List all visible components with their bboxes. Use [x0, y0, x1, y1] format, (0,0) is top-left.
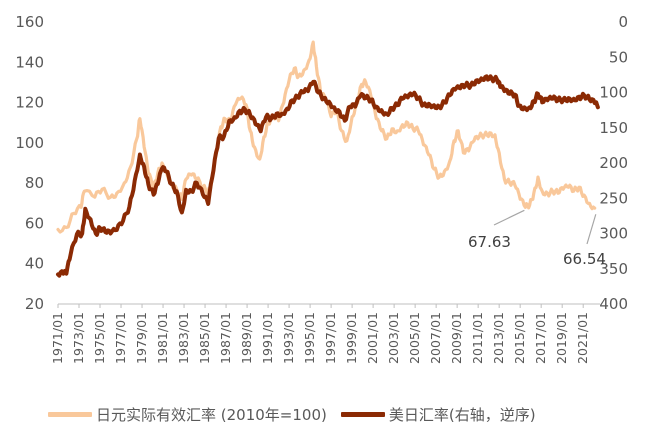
left-tick-label: 120 [15, 94, 44, 112]
annotation-label-66-54: 66.54 [563, 250, 606, 268]
right-tick-label: 150 [599, 119, 628, 137]
x-tick-label: 1977/01 [113, 312, 128, 364]
legend-swatch-jpy-reer [48, 411, 92, 417]
left-tick-label: 140 [15, 53, 44, 71]
x-tick-label: 1995/01 [302, 312, 317, 364]
x-tick-label: 2005/01 [407, 312, 422, 364]
right-tick-label: 250 [599, 189, 628, 207]
legend-item-jpy-reer: 日元实际有效汇率 (2010年=100) [48, 404, 327, 425]
legend-label-jpy-reer: 日元实际有效汇率 (2010年=100) [96, 405, 327, 424]
legend-swatch-usdjpy [340, 411, 385, 417]
x-tick-label: 1989/01 [239, 312, 254, 364]
x-tick-label: 1987/01 [218, 312, 233, 364]
right-tick-label: 350 [599, 260, 628, 278]
x-tick-label: 1997/01 [323, 312, 338, 364]
right-tick-label: 400 [599, 295, 628, 313]
left-tick-label: 160 [15, 13, 44, 31]
left-tick-label: 80 [25, 174, 44, 192]
legend: 日元实际有效汇率 (2010年=100) 美日汇率(右轴，逆序) [48, 401, 648, 427]
right-tick-label: 100 [599, 84, 628, 102]
left-tick-label: 100 [15, 134, 44, 152]
right-axis-ticks: 0 50 100 150 200 250 300 350 400 [599, 13, 628, 313]
x-tick-label: 2015/01 [512, 312, 527, 364]
right-tick-label: 200 [599, 154, 628, 172]
left-axis-ticks: 20 40 60 80 100 120 140 160 [15, 13, 44, 313]
x-tick-label: 2007/01 [428, 312, 443, 364]
x-tick-label: 1991/01 [260, 312, 275, 364]
x-tick-label: 2019/01 [554, 312, 569, 364]
legend-item-usdjpy: 美日汇率(右轴，逆序) [340, 404, 536, 425]
x-tick-label: 1979/01 [134, 312, 149, 364]
left-tick-label: 20 [25, 295, 44, 313]
x-axis-ticks: 1971/01 1973/01 1975/01 1977/01 1979/01 1981/… [50, 304, 590, 364]
right-tick-label: 300 [599, 225, 628, 243]
x-tick-label: 2003/01 [386, 312, 401, 364]
annotation-leader-67-63 [493, 209, 525, 226]
x-tick-label: 1975/01 [92, 312, 107, 364]
x-tick-label: 1999/01 [344, 312, 359, 364]
x-tick-label: 1973/01 [71, 312, 86, 364]
x-tick-label: 2017/01 [533, 312, 548, 364]
right-tick-label: 0 [618, 13, 628, 31]
x-tick-label: 2011/01 [470, 312, 485, 364]
x-tick-label: 1985/01 [197, 312, 212, 364]
x-tick-label: 1981/01 [155, 312, 170, 364]
legend-label-usdjpy: 美日汇率(右轴，逆序) [388, 405, 536, 424]
series-layer [56, 40, 600, 278]
x-tick-label: 2013/01 [491, 312, 506, 364]
annotation-leader-66-54 [586, 214, 597, 245]
x-tick-label: 2009/01 [449, 312, 464, 364]
x-tick-label: 1971/01 [50, 312, 65, 364]
series-line-usdjpy [56, 74, 600, 278]
x-tick-label: 2021/01 [575, 312, 590, 364]
x-tick-label: 2001/01 [365, 312, 380, 364]
x-tick-label: 1993/01 [281, 312, 296, 364]
left-tick-label: 60 [25, 214, 44, 232]
x-tick-label: 1983/01 [176, 312, 191, 364]
annotation-layer: 67.63 66.54 [468, 209, 606, 268]
left-tick-label: 40 [25, 255, 44, 273]
series-line-jpy-reer [56, 40, 597, 234]
annotation-label-67-63: 67.63 [468, 233, 511, 251]
right-tick-label: 50 [609, 48, 628, 66]
